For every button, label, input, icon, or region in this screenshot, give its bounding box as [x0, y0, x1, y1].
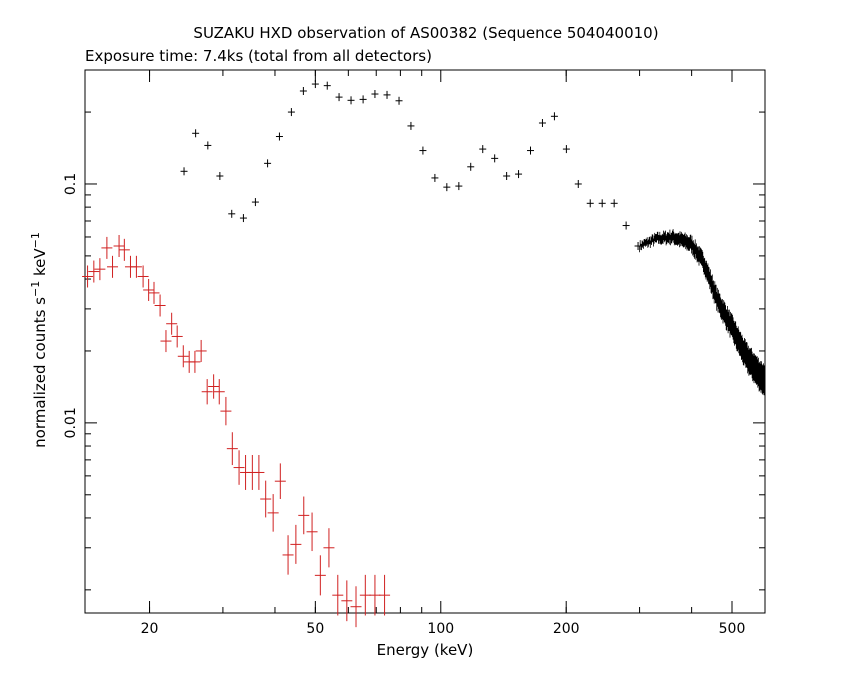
data-series — [82, 80, 642, 628]
chart-title: SUZAKU HXD observation of AS00382 (Seque… — [193, 24, 658, 42]
y-tick-label: 0.01 — [63, 407, 79, 438]
axis-ticks — [85, 70, 766, 613]
chart-subtitle: Exposure time: 7.4ks (total from all det… — [85, 47, 432, 65]
plot-frame — [84, 69, 766, 614]
y-tick-labels: 0.1 0.01 — [63, 173, 79, 439]
series-1 — [180, 80, 642, 251]
x-tick-label: 20 — [141, 621, 159, 637]
x-tick-labels: 20 50 100 200 500 — [141, 621, 746, 637]
y-axis-label-mid: keV — [31, 248, 49, 281]
y-tick-label: 0.1 — [63, 173, 79, 195]
high-energy-data — [639, 229, 765, 396]
series-2 — [82, 235, 391, 628]
x-tick-label: 100 — [427, 621, 454, 637]
y-axis-label: normalized counts s−1 keV−1 — [29, 232, 49, 448]
y-axis-label-sup2: −1 — [29, 232, 42, 248]
y-axis-label-main: normalized counts s — [31, 297, 49, 448]
y-axis-label-sup1: −1 — [29, 281, 42, 297]
x-tick-label: 50 — [306, 621, 324, 637]
x-tick-label: 200 — [553, 621, 580, 637]
x-axis-label: Energy (keV) — [377, 641, 474, 659]
dense-spectrum-tail — [639, 229, 765, 396]
x-tick-label: 500 — [719, 621, 746, 637]
